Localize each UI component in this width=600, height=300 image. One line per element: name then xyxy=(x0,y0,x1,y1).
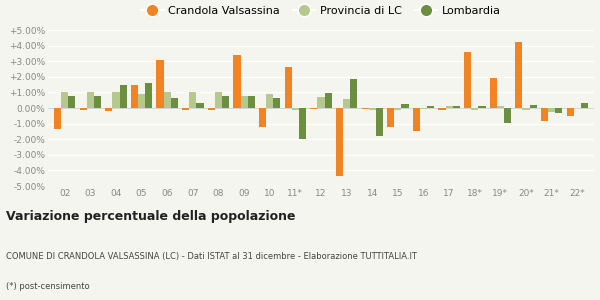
Bar xyxy=(284,68,292,108)
Bar xyxy=(530,105,537,108)
Bar xyxy=(420,108,427,109)
Bar xyxy=(196,103,203,108)
Bar xyxy=(189,92,196,108)
Bar xyxy=(171,98,178,108)
Bar xyxy=(523,108,530,110)
Bar xyxy=(413,108,420,131)
Bar xyxy=(401,104,409,108)
Bar xyxy=(310,108,317,109)
Bar xyxy=(182,108,189,110)
Bar xyxy=(566,108,574,116)
Bar xyxy=(274,98,280,108)
Bar xyxy=(427,106,434,108)
Bar xyxy=(581,103,588,108)
Bar xyxy=(145,83,152,108)
Bar xyxy=(497,106,504,108)
Bar xyxy=(208,108,215,110)
Bar xyxy=(54,108,61,129)
Bar xyxy=(453,106,460,108)
Bar xyxy=(343,99,350,108)
Bar xyxy=(362,108,368,109)
Bar xyxy=(548,108,555,112)
Bar xyxy=(87,92,94,108)
Bar xyxy=(541,108,548,121)
Bar xyxy=(105,108,112,111)
Bar xyxy=(215,92,222,108)
Bar xyxy=(325,93,332,108)
Bar xyxy=(266,94,274,108)
Bar xyxy=(119,85,127,108)
Bar xyxy=(464,52,471,108)
Bar xyxy=(61,92,68,108)
Bar xyxy=(80,108,87,110)
Bar xyxy=(248,96,255,108)
Bar xyxy=(259,108,266,127)
Bar xyxy=(68,96,76,108)
Bar xyxy=(317,97,325,108)
Bar xyxy=(368,108,376,110)
Bar xyxy=(387,108,394,127)
Bar xyxy=(504,108,511,123)
Bar xyxy=(446,106,453,108)
Bar xyxy=(299,108,306,139)
Bar xyxy=(376,108,383,136)
Bar xyxy=(439,108,446,110)
Bar xyxy=(157,60,164,108)
Bar xyxy=(94,96,101,108)
Bar xyxy=(350,79,358,108)
Text: COMUNE DI CRANDOLA VALSASSINA (LC) - Dati ISTAT al 31 dicembre - Elaborazione TU: COMUNE DI CRANDOLA VALSASSINA (LC) - Dat… xyxy=(6,252,417,261)
Bar xyxy=(478,106,485,108)
Bar xyxy=(131,85,138,108)
Bar xyxy=(241,95,248,108)
Bar xyxy=(515,43,523,108)
Bar xyxy=(336,108,343,176)
Bar xyxy=(555,108,562,113)
Legend: Crandola Valsassina, Provincia di LC, Lombardia: Crandola Valsassina, Provincia di LC, Lo… xyxy=(137,1,505,20)
Bar xyxy=(164,92,171,108)
Text: (*) post-censimento: (*) post-censimento xyxy=(6,282,89,291)
Bar xyxy=(490,78,497,108)
Bar xyxy=(394,108,401,110)
Bar xyxy=(222,96,229,108)
Bar xyxy=(292,108,299,110)
Bar xyxy=(112,92,119,108)
Bar xyxy=(471,108,478,110)
Bar xyxy=(233,55,241,108)
Text: Variazione percentuale della popolazione: Variazione percentuale della popolazione xyxy=(6,210,296,223)
Bar xyxy=(138,94,145,108)
